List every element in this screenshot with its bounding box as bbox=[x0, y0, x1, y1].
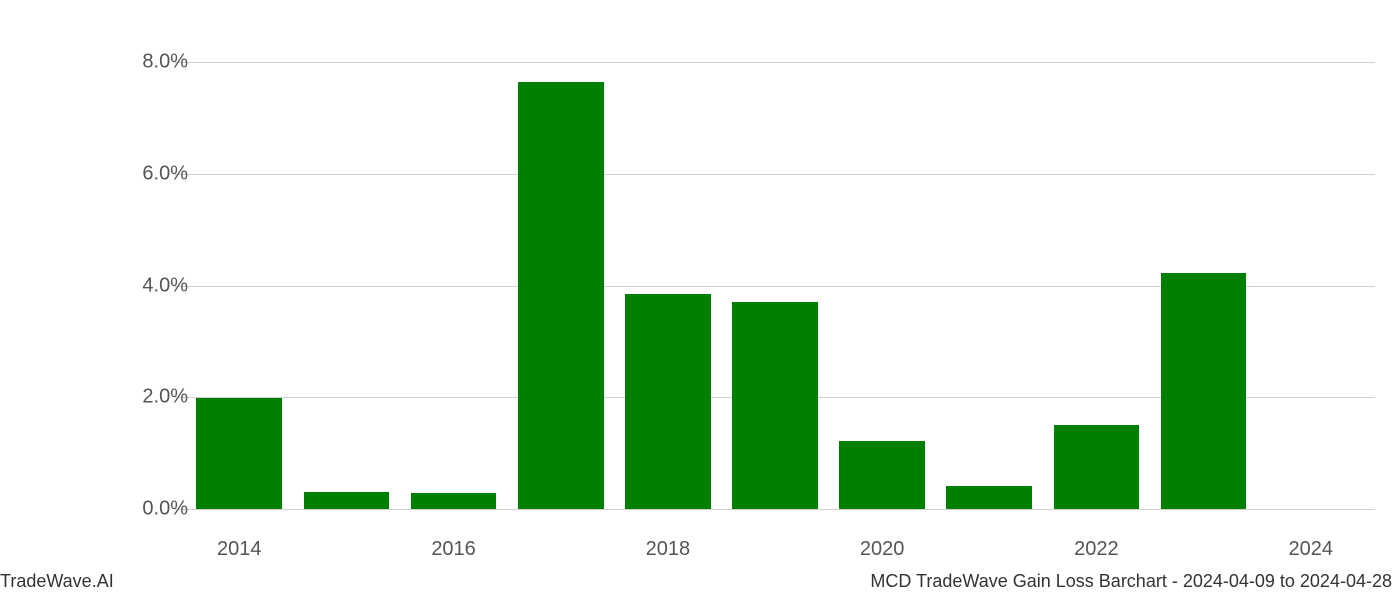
y-tick-label: 4.0% bbox=[142, 274, 188, 297]
bar bbox=[196, 398, 282, 509]
chart-container: 201420162018202020222024 bbox=[175, 40, 1375, 530]
y-tick-label: 6.0% bbox=[142, 162, 188, 185]
bar bbox=[518, 82, 604, 509]
x-tick-label: 2014 bbox=[217, 538, 262, 561]
bar bbox=[304, 492, 390, 509]
x-tick-label: 2016 bbox=[431, 538, 476, 561]
y-tick-label: 2.0% bbox=[142, 386, 188, 409]
bar bbox=[839, 441, 925, 509]
bar bbox=[732, 302, 818, 508]
bar bbox=[411, 493, 497, 509]
bar bbox=[625, 294, 711, 509]
plot-area bbox=[175, 40, 1375, 530]
bar bbox=[946, 486, 1032, 508]
chart-title-label: MCD TradeWave Gain Loss Barchart - 2024-… bbox=[870, 571, 1392, 592]
brand-label: TradeWave.AI bbox=[0, 571, 114, 592]
y-tick-label: 8.0% bbox=[142, 51, 188, 74]
gridline bbox=[175, 174, 1375, 175]
gridline bbox=[175, 62, 1375, 63]
x-tick-label: 2020 bbox=[860, 538, 905, 561]
bar bbox=[1054, 425, 1140, 509]
y-tick-label: 0.0% bbox=[142, 497, 188, 520]
x-tick-label: 2018 bbox=[646, 538, 691, 561]
x-tick-label: 2024 bbox=[1288, 538, 1333, 561]
gridline bbox=[175, 509, 1375, 510]
x-tick-label: 2022 bbox=[1074, 538, 1119, 561]
bar bbox=[1161, 273, 1247, 509]
